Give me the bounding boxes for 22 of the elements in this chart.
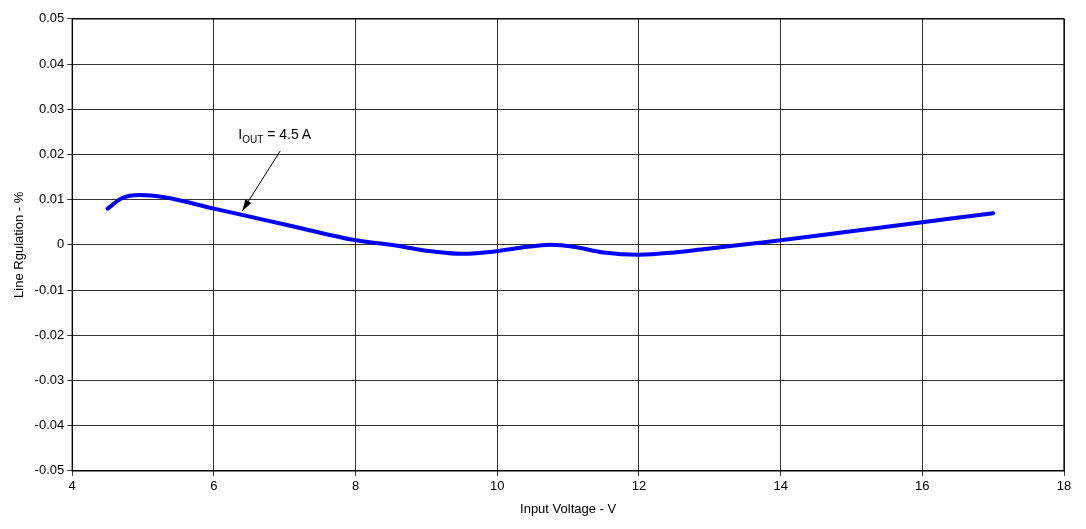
y-tick-label: 0.01 <box>38 191 65 207</box>
x-axis-title: Input Voltage - V <box>520 500 617 516</box>
y-tick-label: -0.03 <box>34 371 65 387</box>
y-tick-label: 0.04 <box>38 55 65 71</box>
x-tick-label: 12 <box>631 478 647 494</box>
y-tick-label: 0.02 <box>38 145 65 161</box>
x-tick-label: 10 <box>490 478 505 494</box>
y-tick-label: 0.05 <box>38 10 65 26</box>
x-tick-label: 14 <box>773 478 788 494</box>
x-tick-label: 16 <box>915 478 930 494</box>
x-tick-label: 8 <box>351 478 360 494</box>
y-tick-label: 0.03 <box>38 100 65 116</box>
x-tick-label: 6 <box>210 478 218 494</box>
y-axis-title: Line Rgulation - % <box>11 191 27 298</box>
y-tick-label: -0.01 <box>34 281 65 297</box>
y-tick-label: -0.04 <box>34 417 65 433</box>
x-tick-label: 18 <box>1056 478 1072 494</box>
y-tick-label: -0.05 <box>34 462 65 478</box>
y-tick-label: -0.02 <box>34 326 65 342</box>
y-tick-label: 0 <box>57 236 65 252</box>
line-series <box>105 193 996 257</box>
x-tick-label: 4 <box>68 478 76 494</box>
